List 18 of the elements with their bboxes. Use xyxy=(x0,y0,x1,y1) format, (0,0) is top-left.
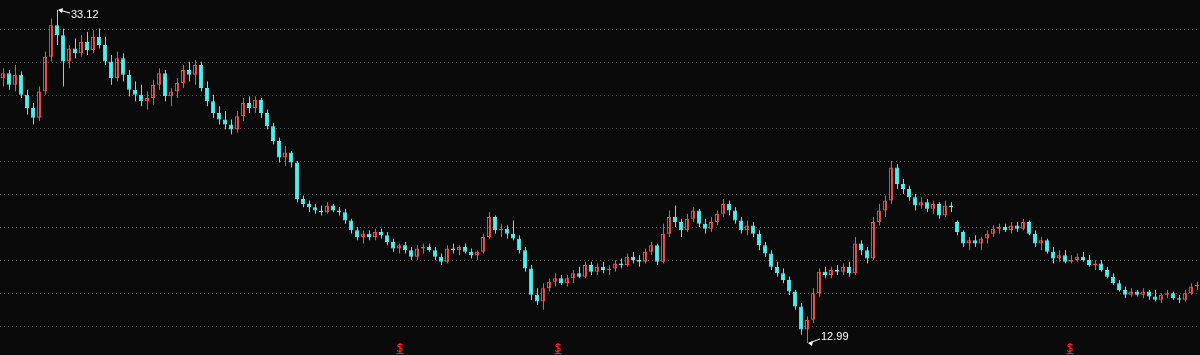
candlestick xyxy=(276,137,282,164)
candlestick xyxy=(270,122,276,145)
candlestick xyxy=(216,105,222,125)
candlestick xyxy=(102,36,108,66)
candlestick xyxy=(654,243,660,266)
candlestick xyxy=(786,276,792,296)
candlestick xyxy=(6,69,12,91)
candlestick xyxy=(120,52,126,82)
candlestick xyxy=(30,102,36,125)
candlestick xyxy=(54,9,60,46)
candlestick xyxy=(210,94,216,119)
annotation: 33.12 xyxy=(71,8,99,21)
candlestick xyxy=(18,71,24,99)
annotation: 12.99 xyxy=(821,330,849,343)
candlestick xyxy=(894,163,900,190)
candlestick xyxy=(126,69,132,97)
candlestick xyxy=(696,208,702,228)
candlestick xyxy=(798,302,804,336)
